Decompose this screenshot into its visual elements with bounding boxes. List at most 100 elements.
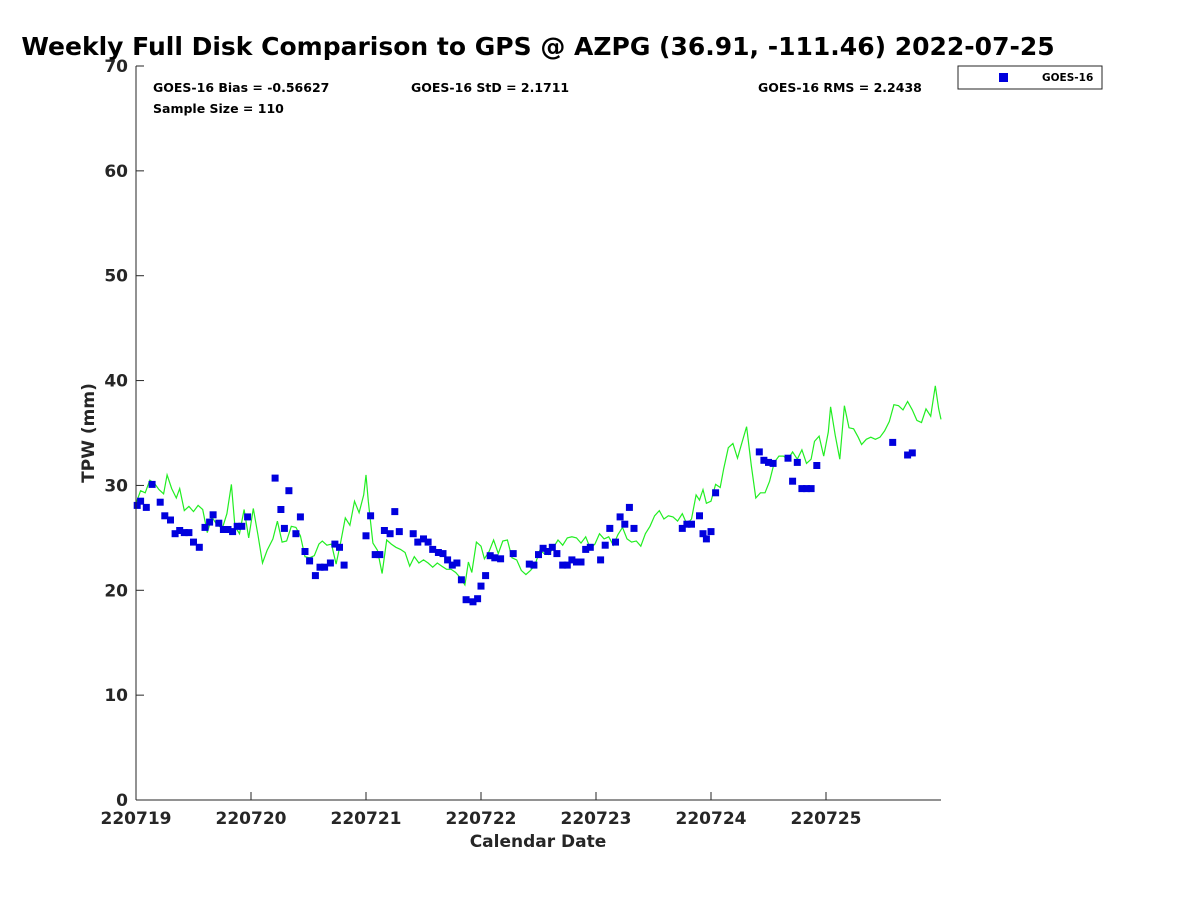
goes16-point [497,555,505,563]
goes16-point [316,563,324,571]
goes16-point [807,485,815,493]
goes16-point [789,477,797,485]
goes16-point [678,524,686,532]
chart-title: Weekly Full Disk Comparison to GPS @ AZP… [21,32,1054,61]
y-tick-label: 70 [104,57,128,77]
goes16-point [148,480,156,488]
goes16-point [167,516,174,524]
legend: GOES-16 [957,65,1103,90]
goes16-point [630,524,638,532]
goes16-point [386,530,394,538]
y-tick-label: 10 [104,686,128,706]
goes16-point [577,558,585,566]
goes16-point [548,543,556,551]
goes16-point [702,535,710,543]
y-tick-label: 30 [104,476,128,496]
goes16-point [482,572,490,580]
goes16-point [889,438,897,446]
std-stat: GOES-16 StD = 2.1711 [411,80,569,95]
goes16-point [306,557,314,565]
goes16-point [904,451,912,459]
x-tick-label: 220719 [101,809,172,829]
goes16-point [395,528,403,536]
bias-stat: GOES-16 Bias = -0.56627 [153,80,329,95]
goes16-point [171,530,179,538]
goes16-point [280,524,288,532]
goes16-point [798,485,806,493]
goes16-point [469,598,477,606]
goes16-point [784,454,792,462]
goes16-point [448,561,456,569]
goes16-point [793,458,801,466]
goes16-point [362,532,370,540]
goes16-point [539,544,547,552]
goes16-point [908,449,916,457]
goes16-point [380,527,388,534]
goes16-point [277,506,285,513]
goes16-point [206,518,214,526]
goes16-point [803,485,810,493]
goes16-point [142,503,150,511]
legend-marker-goes16 [999,73,1008,82]
goes16-point [285,487,293,495]
goes16-point [176,527,184,534]
goes16-point [582,545,590,553]
goes16-point [477,582,485,590]
goes16-point [336,543,343,551]
goes16-point [180,529,188,537]
goes16-point [367,512,375,520]
goes16-point [215,519,223,527]
goes16-point [606,524,614,532]
goes16-point [434,549,442,556]
axes [135,66,941,801]
goes16-point [321,563,329,571]
x-tick-label: 220721 [331,809,402,829]
goes16-point [376,551,384,559]
goes16-point [371,551,379,559]
goes16-point [133,501,141,509]
goes16-point [391,508,399,516]
goes16-point [760,456,768,464]
goes16-point [185,529,193,537]
goes16-point [209,511,217,519]
goes16-point [621,520,629,528]
goes16-point [462,596,470,604]
goes16-point [409,530,417,538]
goes16-point [233,522,241,530]
goes16-point [612,538,619,546]
goes16-point [201,523,209,531]
goes16-point [699,530,707,538]
x-tick-label: 220724 [676,809,747,829]
goes16-point [340,561,348,569]
goes16-point [424,538,432,546]
goes16-point [696,512,703,520]
goes16-point [301,548,309,555]
goes16-point [195,543,203,551]
goes16-point [161,512,169,520]
goes16-point [530,561,538,569]
x-axis-ticks: 220719 220720 220721 220722 220723 220724 2207… [101,792,861,829]
goes16-point [420,535,427,543]
goes16-point [137,497,145,505]
goes16-point [712,489,720,497]
goes16-point [439,550,447,558]
plot-area [136,66,941,800]
goes16-point [453,559,461,567]
goes16-point [688,520,695,528]
goes16-point [229,528,237,536]
goes16-point [429,545,437,553]
goes16-point [224,526,232,533]
legend-box [957,65,1103,90]
goes16-point [625,503,633,511]
goes16-point [474,595,482,603]
y-tick-label: 60 [104,162,128,182]
goes16-point [331,540,339,548]
goes16-point [311,572,319,580]
legend-label-goes16: GOES-16 [1042,72,1093,84]
goes16-point [457,576,465,584]
goes16-point [573,558,580,566]
x-axis-label: Calendar Date [470,832,607,852]
goes16-point [707,528,715,536]
goes16-point [683,520,691,528]
